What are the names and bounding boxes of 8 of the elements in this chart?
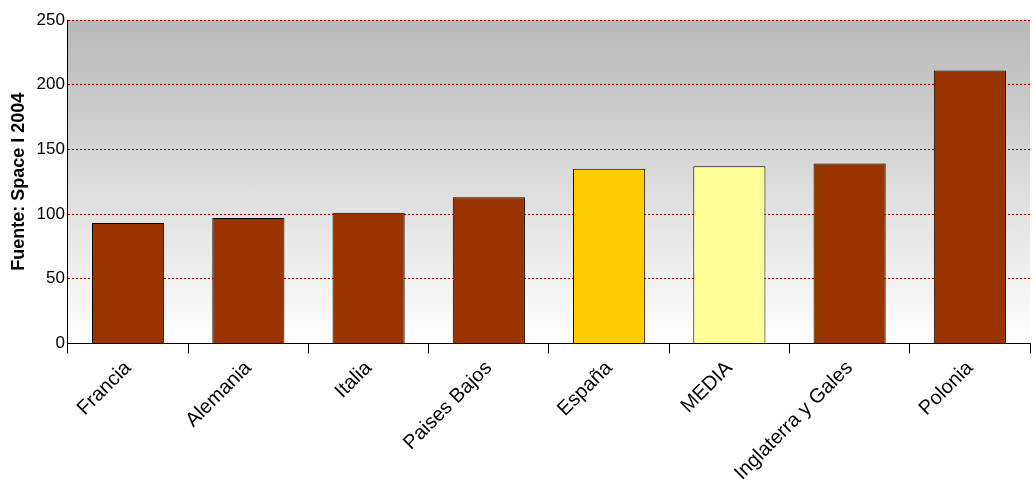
y-tick-label: 100	[36, 203, 65, 223]
y-tick-label: 50	[46, 268, 65, 288]
x-tick-label: Italia	[329, 355, 376, 402]
y-axis-title: Fuente: Space I 2004	[7, 92, 28, 271]
y-tick-label: 150	[36, 139, 65, 159]
y-tick-label: 0	[55, 333, 65, 353]
y-tick-label: 250	[36, 9, 65, 29]
y-tick-label: 200	[36, 74, 65, 94]
